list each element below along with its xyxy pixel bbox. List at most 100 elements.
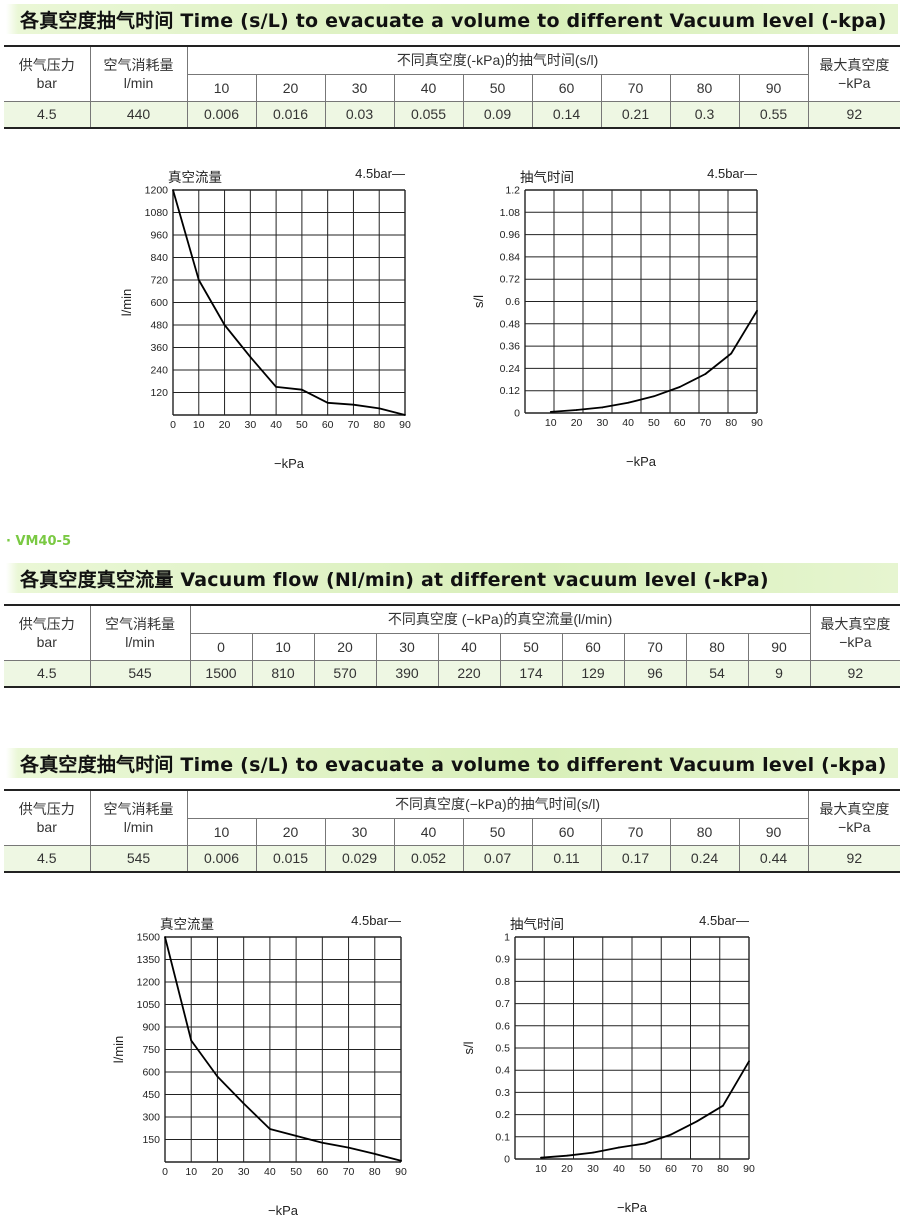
level-cell: 70	[623, 632, 687, 661]
flow-value: 810	[251, 659, 315, 688]
x-tick-label: 40	[622, 417, 634, 429]
y-tick-label: 1350	[137, 954, 161, 966]
time-value: 0.07	[462, 844, 533, 873]
y-tick-label: 0.5	[495, 1043, 510, 1055]
x-tick-label: 30	[596, 417, 608, 429]
x-tick-label: 50	[639, 1163, 651, 1175]
data-point	[627, 401, 630, 404]
time-value: 0.052	[393, 844, 464, 873]
supply-value: 4.5	[4, 844, 91, 873]
x-tick-label: 40	[270, 419, 282, 431]
data-point	[373, 1153, 376, 1155]
flow-value: 129	[561, 659, 625, 688]
y-tick-label: 720	[150, 275, 168, 287]
level-cell: 40	[393, 817, 464, 846]
data-point	[352, 403, 355, 406]
model-tag: · VM40-5	[6, 534, 71, 549]
chart-title: 真空流量	[168, 170, 222, 185]
y-tick-label: 1080	[145, 207, 169, 219]
data-point	[400, 1159, 402, 1162]
y-tick-label: 1200	[137, 977, 161, 989]
data-point	[378, 407, 381, 410]
time-value: 0.24	[669, 844, 740, 873]
x-tick-label: 50	[290, 1166, 302, 1178]
supply-value: 4.5	[4, 100, 91, 129]
x-axis-label: −kPa	[274, 456, 305, 471]
x-tick-label: 0	[162, 1166, 168, 1178]
x-tick-label: 60	[665, 1163, 677, 1175]
level-cell: 30	[324, 817, 395, 846]
x-tick-label: 10	[193, 419, 205, 431]
chart-title: 抽气时间	[520, 170, 574, 185]
x-tick-label: 30	[587, 1163, 599, 1175]
y-tick-label: 150	[142, 1134, 160, 1146]
data-point	[549, 410, 552, 413]
y-tick-label: 360	[150, 342, 168, 354]
y-tick-label: 750	[142, 1044, 160, 1056]
data-point	[190, 1039, 193, 1042]
air-value: 440	[89, 100, 188, 129]
level-cell: 70	[600, 817, 671, 846]
vacuum-flow-chart-1: 120 240 360 480 600 720 840 960 1080 1200 0 10 20 30 4…	[119, 166, 411, 471]
data-point	[678, 386, 681, 388]
table-row: 4.5 440 0.006 0.016 0.03 0.055 0.09 0.14…	[4, 100, 900, 129]
y-tick-label: 0.2	[495, 1109, 510, 1121]
legend-label: 4.5bar—	[351, 913, 401, 928]
data-point	[696, 1120, 698, 1123]
level-cell: 80	[669, 817, 740, 846]
y-axis-label: l/min	[111, 1036, 126, 1063]
data-point	[223, 324, 226, 326]
x-tick-label: 60	[322, 419, 334, 431]
y-tick-label: 0.36	[500, 341, 521, 353]
level-cell: 60	[561, 632, 625, 661]
level-cell: 10	[187, 817, 257, 846]
flow-value: 1500	[189, 659, 253, 688]
x-tick-label: 20	[571, 417, 583, 429]
data-point	[540, 1156, 542, 1159]
table-row: 4.5 545 1500 810 570 390 220 174 129 96 …	[4, 659, 900, 688]
y-tick-label: 0.1	[495, 1131, 510, 1143]
x-tick-label: 90	[395, 1166, 407, 1178]
x-tick-label: 70	[343, 1166, 355, 1178]
series-line	[172, 189, 406, 416]
data-point	[347, 1146, 350, 1149]
supply-pressure-header: 供气压力 bar	[4, 604, 91, 661]
air-value: 545	[89, 844, 188, 873]
level-cell: 30	[375, 632, 439, 661]
time-value: 0.21	[600, 100, 671, 129]
x-tick-label: 70	[700, 417, 712, 429]
time-value: 0.015	[255, 844, 326, 873]
air-value: 545	[89, 659, 191, 688]
vacuum-level-row: 10 20 30 40 50 60 70 80 90	[4, 817, 900, 846]
y-tick-label: 120	[150, 387, 168, 399]
section2-title: 各真空度真空流量 Vacuum flow (Nl/min) at differe…	[6, 563, 898, 593]
flow-value: 220	[437, 659, 501, 688]
x-tick-label: 20	[561, 1163, 573, 1175]
table-row: 4.5 545 0.006 0.015 0.029 0.052 0.07 0.1…	[4, 844, 900, 873]
data-point	[704, 373, 707, 375]
x-axis-label: −kPa	[268, 1203, 299, 1218]
y-tick-label: 1.2	[505, 185, 520, 197]
x-tick-label: 60	[316, 1166, 328, 1178]
data-point	[592, 1151, 594, 1154]
evacuation-time-table-1: 供气压力 bar 空气消耗量 l/min 不同真空度(-kPa)的抽气时间(s/l)…	[4, 45, 900, 129]
vacuum-level-group-header: 不同真空度(-kPa)的抽气时间(s/l)	[186, 45, 809, 75]
data-point	[268, 1128, 271, 1130]
max-vacuum-header: 最大真空度 −kPa	[807, 789, 900, 846]
y-tick-label: 0	[514, 408, 520, 420]
y-tick-label: 240	[150, 365, 168, 377]
x-tick-label: 80	[725, 417, 737, 429]
x-axis-label: −kPa	[626, 454, 657, 469]
data-point	[618, 1146, 620, 1149]
y-tick-label: 0.84	[500, 251, 521, 263]
data-point	[730, 352, 733, 355]
flow-value: 174	[499, 659, 563, 688]
data-point	[748, 1060, 750, 1063]
level-cell: 0	[190, 632, 253, 661]
series-line	[164, 936, 402, 1162]
x-tick-label: 60	[674, 417, 686, 429]
max-vacuum-header: 最大真空度 −kPa	[809, 604, 900, 661]
data-point	[295, 1135, 298, 1137]
x-tick-label: 30	[238, 1166, 250, 1178]
air-consumption-header: 空气消耗量 l/min	[89, 789, 188, 846]
